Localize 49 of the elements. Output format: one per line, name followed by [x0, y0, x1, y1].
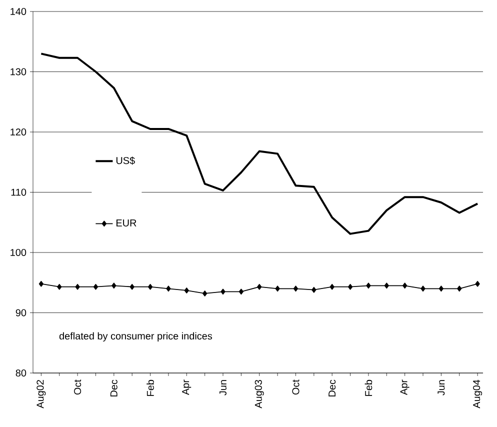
point: [384, 282, 389, 289]
x-tick-label: Aug03: [254, 380, 264, 408]
point: [220, 288, 226, 295]
y-tick-label: 90: [16, 309, 26, 316]
point: [420, 286, 426, 292]
legend-label: EUR: [116, 220, 136, 226]
y-tick-label: 130: [10, 68, 26, 76]
point: [93, 284, 98, 290]
x-tick-label: Feb: [364, 380, 372, 396]
x-tick-label: Oct: [74, 380, 82, 395]
x-tick-label: Jun: [438, 380, 445, 396]
point: [38, 280, 44, 287]
y-tick-label: 110: [11, 188, 26, 196]
y-tick-label: 120: [10, 128, 26, 136]
y-tick-label: 100: [10, 248, 26, 256]
point: [57, 284, 62, 290]
point: [238, 288, 244, 295]
x-tick-label: Feb: [146, 380, 154, 396]
point: [148, 284, 153, 290]
point: [275, 286, 280, 292]
point: [366, 282, 371, 289]
point: [475, 280, 480, 287]
point: [166, 286, 171, 292]
point: [112, 282, 116, 289]
x-tick-label: Aug04: [473, 380, 482, 408]
x-tick-label: Jun: [220, 380, 226, 396]
point: [184, 288, 189, 294]
point: [202, 290, 208, 296]
y-tick-label: 80: [16, 369, 26, 377]
point: [312, 286, 316, 293]
line-series: [40, 52, 479, 235]
legend-label: US$: [116, 156, 135, 165]
annotation: deflated by consumer price indices: [59, 332, 212, 342]
point: [348, 284, 353, 290]
x-tick-label: Dec: [328, 380, 336, 396]
y-tick-label: 140: [10, 8, 26, 16]
point: [438, 286, 444, 292]
point: [293, 286, 298, 292]
point: [457, 286, 462, 292]
point: [130, 284, 134, 290]
point: [75, 284, 80, 290]
x-tick-label: Aug02: [36, 380, 46, 408]
x-tick-label: Apr: [400, 380, 410, 396]
x-tick-label: Apr: [182, 380, 192, 396]
point: [330, 284, 334, 290]
point: [257, 284, 262, 290]
point: [402, 282, 408, 289]
x-tick-label: Oct: [292, 380, 300, 395]
x-tick-label: Dec: [110, 380, 118, 396]
